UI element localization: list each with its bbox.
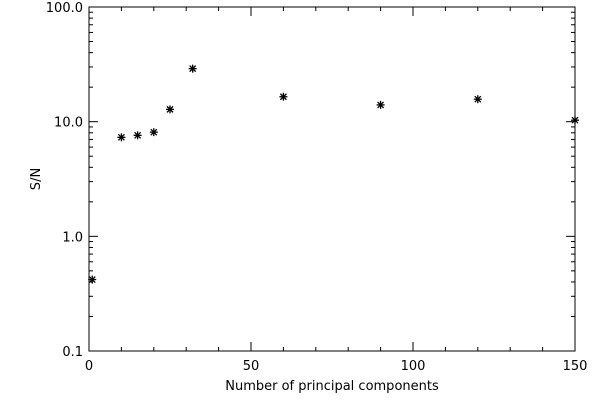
x-tick-label: 0 [85,359,93,374]
axis-ticks [88,6,576,352]
data-point [279,92,288,101]
y-tick-label: 100.0 [46,1,83,16]
x-tick-label: 50 [243,359,260,374]
y-tick-label: 1.0 [62,230,83,245]
data-point [149,128,158,137]
x-axis-label: Number of principal components [225,379,439,394]
data-point [188,64,197,73]
data-point [473,95,482,104]
data-point [133,131,142,140]
y-tick-labels: 0.1 1.0 10.0 100.0 [46,1,83,360]
data-point [88,275,97,284]
data-markers [88,64,579,284]
data-point [571,116,579,125]
plot-frame [88,6,576,352]
x-tick-labels: 0 50 100 150 [85,359,588,374]
data-point [376,100,385,109]
x-tick-label: 100 [401,359,426,374]
y-axis-label: S/N [29,168,44,190]
y-tick-label: 0.1 [62,345,83,360]
data-point [166,105,174,114]
data-point [117,133,126,142]
y-tick-label: 10.0 [54,116,83,131]
x-tick-label: 150 [563,359,588,374]
